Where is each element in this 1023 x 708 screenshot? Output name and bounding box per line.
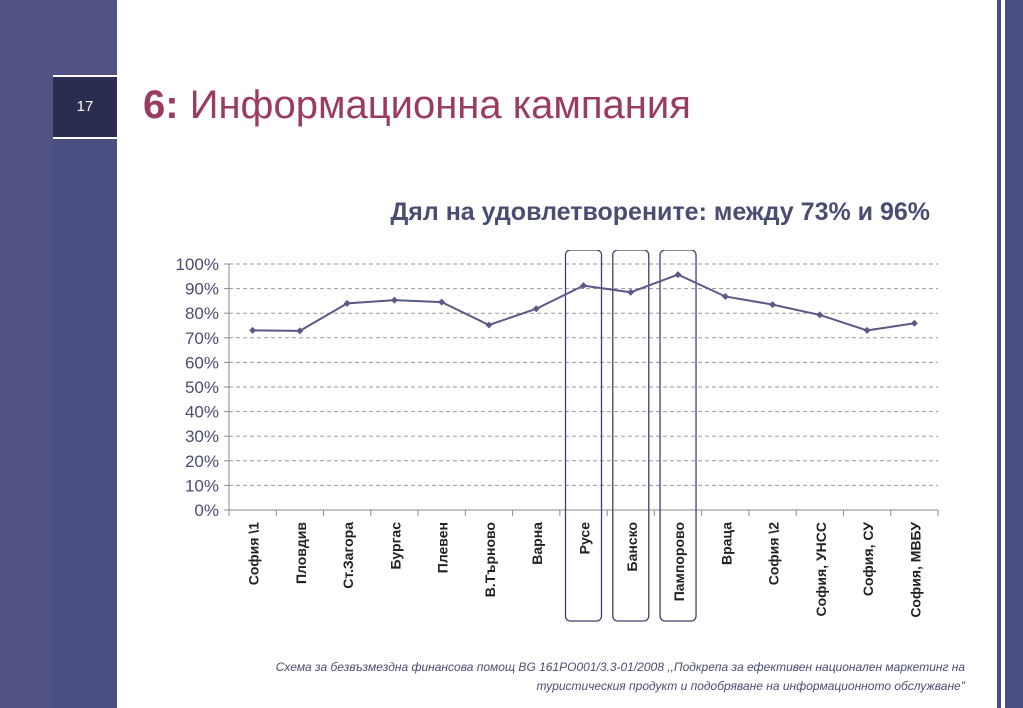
right-decor-band bbox=[1005, 0, 1023, 708]
highlight-box bbox=[564, 250, 603, 622]
x-category-label: Пловдив bbox=[293, 522, 309, 584]
x-category-label: Пампорово bbox=[671, 522, 687, 601]
data-point bbox=[580, 282, 587, 290]
highlight-box bbox=[659, 250, 697, 622]
x-category-label: София, МВБУ bbox=[907, 522, 923, 618]
y-tick-label: 50% bbox=[185, 378, 219, 397]
right-decor-line bbox=[997, 0, 1001, 708]
chart-title: Дял на удовлетворените: между 73% и 96% bbox=[390, 198, 930, 226]
y-tick-label: 30% bbox=[185, 427, 219, 446]
y-tick-label: 10% bbox=[185, 476, 219, 495]
data-point bbox=[390, 296, 398, 304]
footnote: Схема за безвъзмездна финансова помощ BG… bbox=[165, 658, 965, 696]
data-point bbox=[296, 327, 304, 335]
data-point bbox=[721, 292, 729, 300]
y-tick-label: 40% bbox=[185, 403, 219, 422]
slide-title-number: 6: bbox=[143, 83, 179, 127]
x-category-label: Банско bbox=[624, 522, 640, 571]
y-tick-label: 0% bbox=[194, 501, 219, 520]
slide-number: 17 bbox=[53, 77, 117, 139]
data-point bbox=[532, 305, 540, 313]
slide-title-text: Информационна кампания bbox=[189, 83, 691, 127]
x-category-label: Враца bbox=[718, 522, 734, 565]
x-category-label: Бургас bbox=[387, 522, 403, 570]
x-category-label: София \1 bbox=[246, 522, 262, 585]
data-point bbox=[438, 298, 446, 306]
data-point bbox=[863, 326, 871, 334]
y-tick-label: 20% bbox=[185, 452, 219, 471]
slide-title: 6: Информационна кампания bbox=[143, 83, 691, 128]
y-tick-label: 60% bbox=[185, 353, 219, 372]
y-tick-label: 80% bbox=[185, 304, 219, 323]
data-point bbox=[910, 319, 918, 327]
y-tick-label: 100% bbox=[176, 255, 219, 274]
footnote-line-1: Схема за безвъзмездна финансова помощ BG… bbox=[275, 660, 965, 674]
x-category-label: Плевен bbox=[435, 522, 451, 573]
left-panel-top-block bbox=[53, 0, 117, 77]
data-point bbox=[627, 288, 635, 296]
data-point bbox=[816, 311, 824, 319]
x-category-label: В.Търново bbox=[482, 522, 498, 597]
x-category-label: Русе bbox=[577, 522, 593, 555]
line-chart: 100% 90% 80% 70% 60% 50% 40% 30% 20% 10% 0% София \… bbox=[176, 250, 939, 622]
x-category-label: София, СУ bbox=[860, 522, 876, 596]
footnote-line-2: туристическия продукт и подобряване на и… bbox=[536, 679, 965, 693]
highlight-box bbox=[612, 250, 650, 622]
x-category-label: Варна bbox=[529, 522, 545, 565]
x-category-label: София \2 bbox=[766, 522, 782, 585]
y-tick-label: 70% bbox=[185, 329, 219, 348]
x-category-label: София, УНСС bbox=[813, 522, 829, 617]
left-decor-band bbox=[0, 0, 53, 708]
data-point bbox=[485, 321, 493, 329]
data-point bbox=[249, 326, 257, 334]
data-point bbox=[343, 299, 351, 307]
y-tick-label: 90% bbox=[185, 280, 219, 299]
x-category-label: Ст.Загора bbox=[340, 522, 356, 589]
data-point bbox=[769, 301, 777, 309]
data-point bbox=[674, 271, 682, 279]
